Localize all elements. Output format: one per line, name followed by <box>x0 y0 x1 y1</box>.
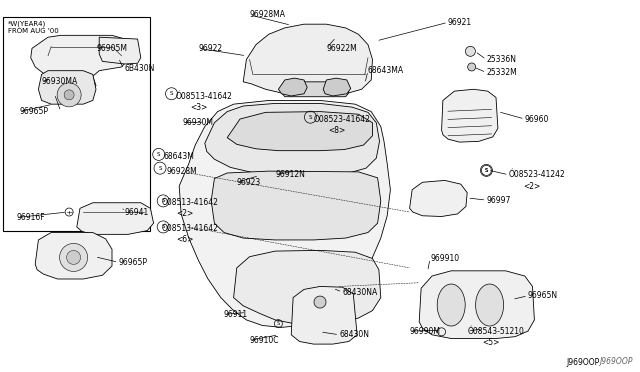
Polygon shape <box>419 271 534 339</box>
Text: 6B430N: 6B430N <box>125 64 155 73</box>
Text: <6>: <6> <box>176 235 193 244</box>
Circle shape <box>60 243 88 272</box>
Text: 96930M: 96930M <box>182 118 213 127</box>
Text: <2>: <2> <box>176 209 193 218</box>
Text: Ó08543-51210: Ó08543-51210 <box>467 327 524 336</box>
Polygon shape <box>282 82 349 97</box>
Text: 68430NA: 68430NA <box>342 288 378 296</box>
Polygon shape <box>278 78 307 96</box>
Text: 96905M: 96905M <box>96 44 127 53</box>
Polygon shape <box>211 171 381 240</box>
Text: S: S <box>308 115 312 120</box>
Text: 96928MA: 96928MA <box>250 10 285 19</box>
Text: S: S <box>277 321 280 326</box>
Text: 25332M: 25332M <box>486 68 517 77</box>
Text: *W(YEAR4)
FROM AUG '00: *W(YEAR4) FROM AUG '00 <box>8 20 58 34</box>
Polygon shape <box>35 232 112 279</box>
Circle shape <box>465 46 476 56</box>
Text: S: S <box>485 168 488 173</box>
Polygon shape <box>291 286 357 344</box>
Bar <box>3 17 150 231</box>
Text: S: S <box>484 168 488 173</box>
Text: 96990M: 96990M <box>410 327 440 336</box>
Text: S: S <box>170 91 173 96</box>
Text: 68430N: 68430N <box>339 330 369 339</box>
Text: 96923: 96923 <box>237 178 261 187</box>
Text: 96921: 96921 <box>448 18 472 27</box>
Text: 96912N: 96912N <box>275 170 305 179</box>
Text: 68643M: 68643M <box>163 152 194 161</box>
Text: 96911: 96911 <box>224 310 248 319</box>
Polygon shape <box>234 250 381 324</box>
Circle shape <box>67 250 81 264</box>
Text: J969OOP: J969OOP <box>566 358 600 367</box>
Ellipse shape <box>476 284 504 326</box>
Text: 96928M: 96928M <box>166 167 197 176</box>
Text: 96965P: 96965P <box>118 258 147 267</box>
Text: 96997: 96997 <box>486 196 511 205</box>
Circle shape <box>314 296 326 308</box>
Text: S: S <box>158 166 162 171</box>
Text: 96965N: 96965N <box>528 291 558 300</box>
Polygon shape <box>227 112 372 151</box>
Ellipse shape <box>437 284 465 326</box>
Text: 25336N: 25336N <box>486 55 516 64</box>
Polygon shape <box>179 100 390 327</box>
Circle shape <box>468 63 476 71</box>
Polygon shape <box>205 103 380 175</box>
Text: <3>: <3> <box>191 103 208 112</box>
Text: 96922: 96922 <box>198 44 223 53</box>
Polygon shape <box>442 89 498 142</box>
Text: 68643MA: 68643MA <box>368 66 404 75</box>
Text: S: S <box>157 152 161 157</box>
Polygon shape <box>410 180 467 217</box>
Polygon shape <box>31 35 131 97</box>
Text: J969OOP: J969OOP <box>599 357 632 366</box>
Text: <2>: <2> <box>524 182 541 190</box>
Text: 96960: 96960 <box>525 115 549 124</box>
Text: S: S <box>161 224 165 230</box>
Text: S: S <box>161 198 165 203</box>
Polygon shape <box>243 24 372 96</box>
Circle shape <box>64 90 74 100</box>
Text: <8>: <8> <box>328 126 346 135</box>
Text: 96941: 96941 <box>125 208 149 217</box>
Text: 96910C: 96910C <box>250 336 279 345</box>
Text: Ó08513-41642: Ó08513-41642 <box>162 224 219 233</box>
Text: Ó08513-41642: Ó08513-41642 <box>162 198 219 207</box>
Text: 96922M: 96922M <box>326 44 357 53</box>
Circle shape <box>57 83 81 107</box>
Polygon shape <box>323 78 351 96</box>
Text: Ó08523-41242: Ó08523-41242 <box>509 170 566 179</box>
Text: 96916F: 96916F <box>16 213 45 222</box>
Text: 969910: 969910 <box>430 254 460 263</box>
Polygon shape <box>77 203 154 234</box>
Polygon shape <box>99 37 141 64</box>
Text: Ó08523-41642: Ó08523-41642 <box>314 115 371 124</box>
Text: Ó08513-41642: Ó08513-41642 <box>176 92 233 101</box>
Text: 96930MA: 96930MA <box>42 77 78 86</box>
Polygon shape <box>38 71 96 104</box>
Text: <5>: <5> <box>482 338 499 347</box>
Text: 96965P: 96965P <box>19 107 48 116</box>
